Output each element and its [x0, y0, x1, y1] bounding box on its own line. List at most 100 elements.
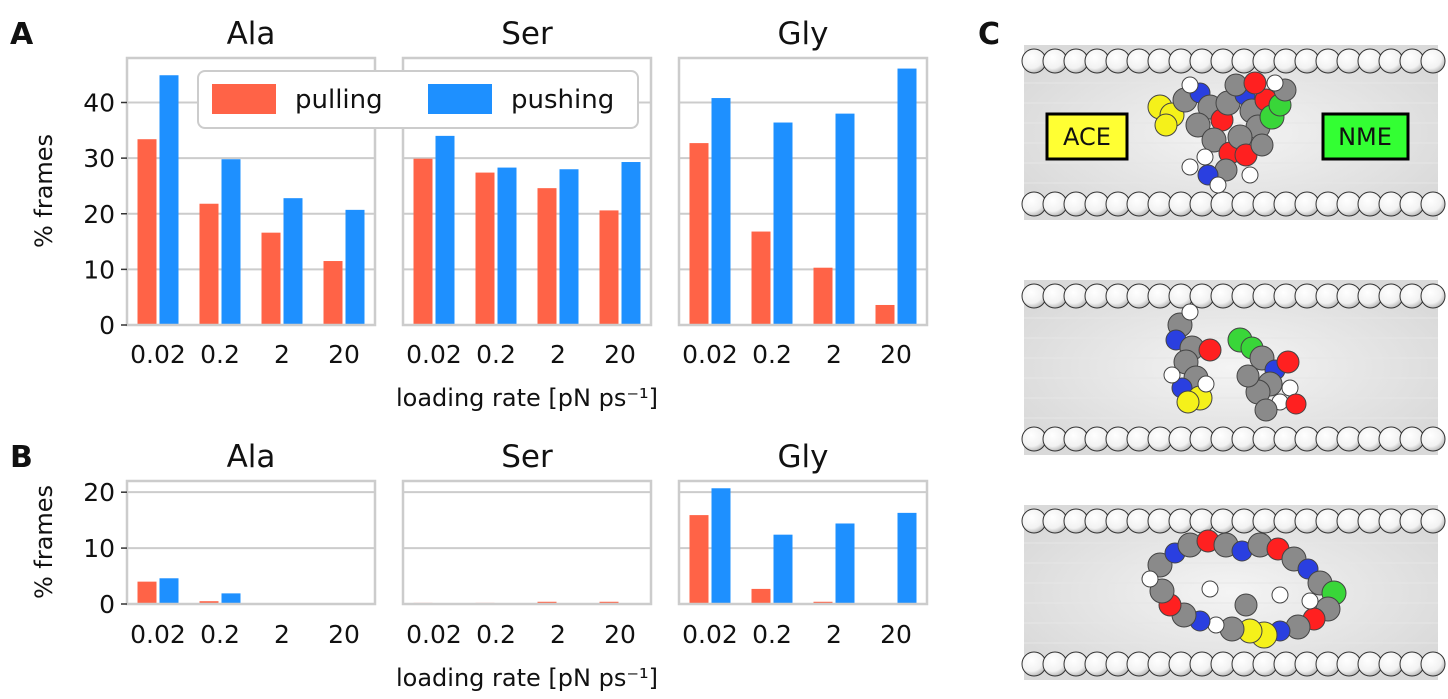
panel-a-subplot-ala-ytick-label: 0	[99, 311, 115, 340]
panel-a-subplot-ala-ytick-label: 30	[83, 144, 115, 173]
legend: pulling pushing	[197, 70, 639, 129]
nanotube-wall-atom	[1105, 426, 1131, 452]
panel-b-subplot-gly-xtick-label: 20	[880, 620, 912, 649]
nme-label-box	[1321, 112, 1410, 161]
nanotube-wall-atom	[1105, 191, 1131, 217]
nanotube-wall-atom	[1336, 651, 1362, 677]
nanotube-snapshots: ACE NME	[1021, 45, 1446, 680]
nanotube-wall-atom	[1273, 191, 1299, 217]
panel-a-subplot-ala-frame	[125, 56, 377, 327]
nanotube-wall-atom	[1252, 191, 1278, 217]
nanotube-wall-atom	[1126, 426, 1152, 452]
panel-b-subplot-ala-ytick-label: 0	[99, 590, 115, 619]
nanotube-wall-atom	[1105, 48, 1131, 74]
nanotube-wall-atom	[1294, 191, 1320, 217]
nanotube-wall-atom	[1147, 651, 1173, 677]
panel-b-subplot-ser-xtick-label: 20	[604, 620, 636, 649]
panel-a-subplot-ala-ytick-label: 10	[83, 255, 115, 284]
nanotube-wall-atom	[1252, 426, 1278, 452]
nanotube-wall-atom	[1084, 508, 1110, 534]
nanotube-wall-atom	[1168, 48, 1194, 74]
nanotube-wall-atom	[1357, 48, 1383, 74]
nanotube-wall-atom	[1357, 426, 1383, 452]
nanotube-wall-atom	[1126, 283, 1152, 309]
nanotube-wall-atom	[1399, 426, 1425, 452]
panel-a-subplot-ala-bar-pushing-2	[283, 198, 303, 325]
nanotube-wall-atom	[1357, 283, 1383, 309]
nanotube-wall-atom	[1042, 426, 1068, 452]
panel-a-subplot-gly-frame	[677, 56, 929, 327]
panel-b-subplot-gly-bar-pulling-0.2	[751, 588, 771, 604]
nanotube-wall-atom	[1315, 191, 1341, 217]
peptide-atom	[1236, 364, 1260, 388]
panel-a-subplot-gly-xtick-label: 20	[880, 340, 912, 369]
peptide-atom	[1201, 127, 1227, 153]
nanotube-wall-atom	[1210, 651, 1236, 677]
ace-label-box	[1045, 112, 1129, 161]
nanotube-wall-atom	[1294, 651, 1320, 677]
panel-b-subplot-gly-title: Gly	[778, 439, 829, 475]
nanotube-wall-atom	[1021, 508, 1047, 534]
nanotube-wall-atom	[1021, 651, 1047, 677]
panel-a-ylabel: % frames	[30, 134, 58, 248]
nanotube-wall-atom	[1378, 48, 1404, 74]
peptide-atom	[1176, 390, 1200, 414]
legend-swatch-pushing	[428, 84, 492, 114]
panel-b-subplot-ala-bar-pulling-0.2	[199, 601, 219, 604]
panel-a-subplot-gly-bar-pulling-20	[875, 304, 895, 325]
nanotube-wall-atom	[1210, 283, 1236, 309]
panel-a-subplot-ala-xtick-label: 0.2	[200, 340, 240, 369]
panel-a-subplot-ser-bar-pulling-0.02	[413, 158, 433, 325]
peptide-atom	[1181, 76, 1199, 94]
nanotube-wall-atom	[1399, 283, 1425, 309]
nanotube-wall-atom	[1021, 191, 1047, 217]
nanotube-wall-atom	[1420, 651, 1446, 677]
nanotube-snapshot-3	[1021, 505, 1446, 680]
nanotube-wall-atom	[1042, 48, 1068, 74]
nanotube-wall-atom	[1399, 651, 1425, 677]
panel-b-subplot-gly-bar-pushing-20	[897, 512, 917, 604]
nanotube-wall-atom	[1126, 191, 1152, 217]
nanotube-wall-atom	[1378, 508, 1404, 534]
panel-a-subplot-ser-bar-pushing-0.02	[435, 135, 455, 325]
panel-a-subplot-gly-bar-pulling-0.02	[689, 143, 709, 325]
nanotube-wall-atom	[1126, 651, 1152, 677]
peptide-atom	[1185, 112, 1211, 138]
nanotube-wall-atom	[1252, 283, 1278, 309]
nanotube-wall-atom	[1147, 426, 1173, 452]
nanotube-wall-atom	[1063, 651, 1089, 677]
nanotube-wall-atom	[1399, 508, 1425, 534]
peptide-atom	[1254, 398, 1278, 422]
panel-a-subplot-ala-bar-pulling-0.02	[137, 139, 157, 325]
nanotube-wall-atom	[1021, 48, 1047, 74]
panel-b-subplot-gly-bar-pushing-2	[835, 523, 855, 604]
panel-b-subplot-ala-xtick-label: 0.2	[200, 620, 240, 649]
panel-a-subplot-ser-frame	[401, 56, 653, 327]
panel-a-subplot-ala-ytick-label: 20	[83, 200, 115, 229]
panel-a-subplot-ala-xtick-label: 2	[274, 340, 290, 369]
nanotube-wall-atom	[1063, 48, 1089, 74]
nanotube-wall-atom	[1063, 426, 1089, 452]
nanotube-wall-atom	[1168, 651, 1194, 677]
nanotube-wall-atom	[1021, 426, 1047, 452]
nanotube-wall-atom	[1063, 508, 1089, 534]
panel-a-subplot-ala-bar-pulling-20	[323, 261, 343, 325]
nanotube-wall-atom	[1273, 48, 1299, 74]
peptide-atom	[1198, 338, 1222, 362]
panel-a-subplot-ser-bar-pushing-2	[559, 169, 579, 325]
panel-a-subplot-ala-bar-pulling-2	[261, 232, 281, 325]
legend-label-pulling: pulling	[295, 85, 383, 115]
panel-a-subplot-ala-bar-pushing-20	[345, 209, 365, 325]
panel-b-subplot-ala-frame	[125, 479, 377, 606]
panel-a-subplot-ala-bar-pushing-0.2	[221, 159, 241, 325]
nanotube-wall-atom	[1231, 283, 1257, 309]
nanotube-wall-atom	[1084, 651, 1110, 677]
panel-b-subplot-ala-xtick-label: 2	[274, 620, 290, 649]
nanotube-wall-atom	[1126, 48, 1152, 74]
nanotube-wall-atom	[1315, 508, 1341, 534]
nanotube-wall-atom	[1084, 283, 1110, 309]
panel-a-subplot-ala-ytick-label: 40	[83, 89, 115, 118]
peptide-atom	[1196, 148, 1214, 166]
